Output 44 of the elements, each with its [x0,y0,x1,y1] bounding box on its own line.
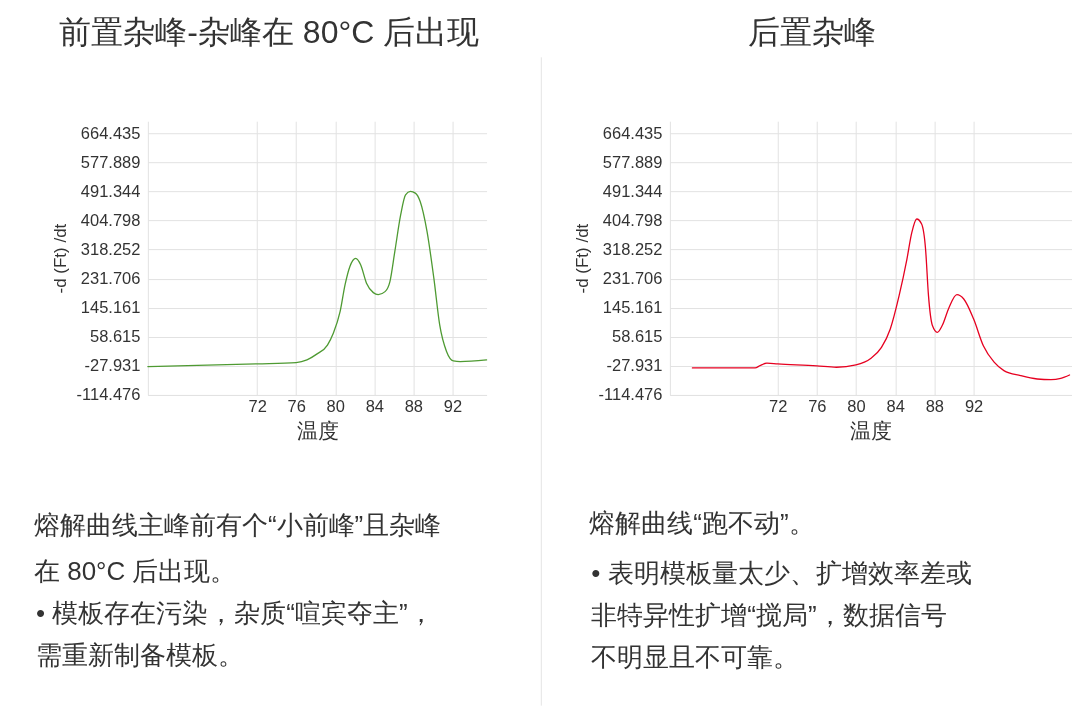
x-tick-label: 76 [287,397,306,416]
y-tick-label: 664.435 [602,123,663,142]
y-tick-label: 145.161 [602,298,663,317]
x-tick-label: 88 [925,397,945,416]
y-tick-label: 318.252 [80,240,141,259]
chart-title: 前置杂峰-杂峰在 80°C 后出现 [59,14,480,51]
y-tick-label: 577.889 [602,152,663,171]
y-tick-label: 664.435 [80,123,141,142]
x-tick-label: 72 [768,397,788,416]
text: • 表明模板量太少、扩增效率差或非特异性扩增“搅局”，数据信号不明显且不可靠。 [591,557,972,672]
y-tick-label: 318.252 [602,240,663,259]
y-axis-title: -d (Ft) /dt [50,223,70,294]
y-tick-label: -114.476 [76,385,141,404]
x-tick-label: 84 [365,397,384,416]
text: • 模板存在污染，杂质“喧宾夺主”，需重新制备模板。 [35,597,434,670]
y-tick-label: 58.615 [612,327,663,346]
x-tick-label: 88 [404,397,424,416]
text: 熔解曲线主峰前有个“小前峰”且杂峰在 80°C 后出现。 [33,509,442,586]
x-tick-label: 92 [964,397,984,416]
chart-title: 后置杂峰 [748,13,877,50]
y-tick-label: 491.344 [80,181,141,200]
y-tick-label: 577.889 [80,152,141,171]
y-tick-label: 231.706 [80,269,141,288]
line-series [147,190,488,368]
y-tick-label: 404.798 [602,210,663,229]
y-tick-label: 145.161 [80,298,141,317]
x-tick-label: 80 [326,397,345,416]
y-tick-label: -27.931 [84,356,141,375]
x-tick-label: 80 [847,397,866,416]
line-series [691,218,1071,381]
y-axis-title: -d (Ft) /dt [572,223,592,294]
y-tick-label: 231.706 [602,269,663,288]
y-tick-label: 58.615 [90,327,141,346]
x-axis-title: 温度 [296,418,339,442]
x-tick-label: 72 [248,397,267,416]
x-tick-label: 76 [808,397,827,416]
x-axis-title: 温度 [850,418,893,442]
y-tick-label: -114.476 [598,385,663,404]
x-tick-label: 92 [443,397,463,416]
y-tick-label: -27.931 [606,356,663,375]
text: 熔解曲线“跑不动”。 [589,507,815,538]
y-tick-label: 491.344 [602,181,663,200]
x-tick-label: 84 [886,397,905,416]
y-tick-label: 404.798 [80,210,141,229]
